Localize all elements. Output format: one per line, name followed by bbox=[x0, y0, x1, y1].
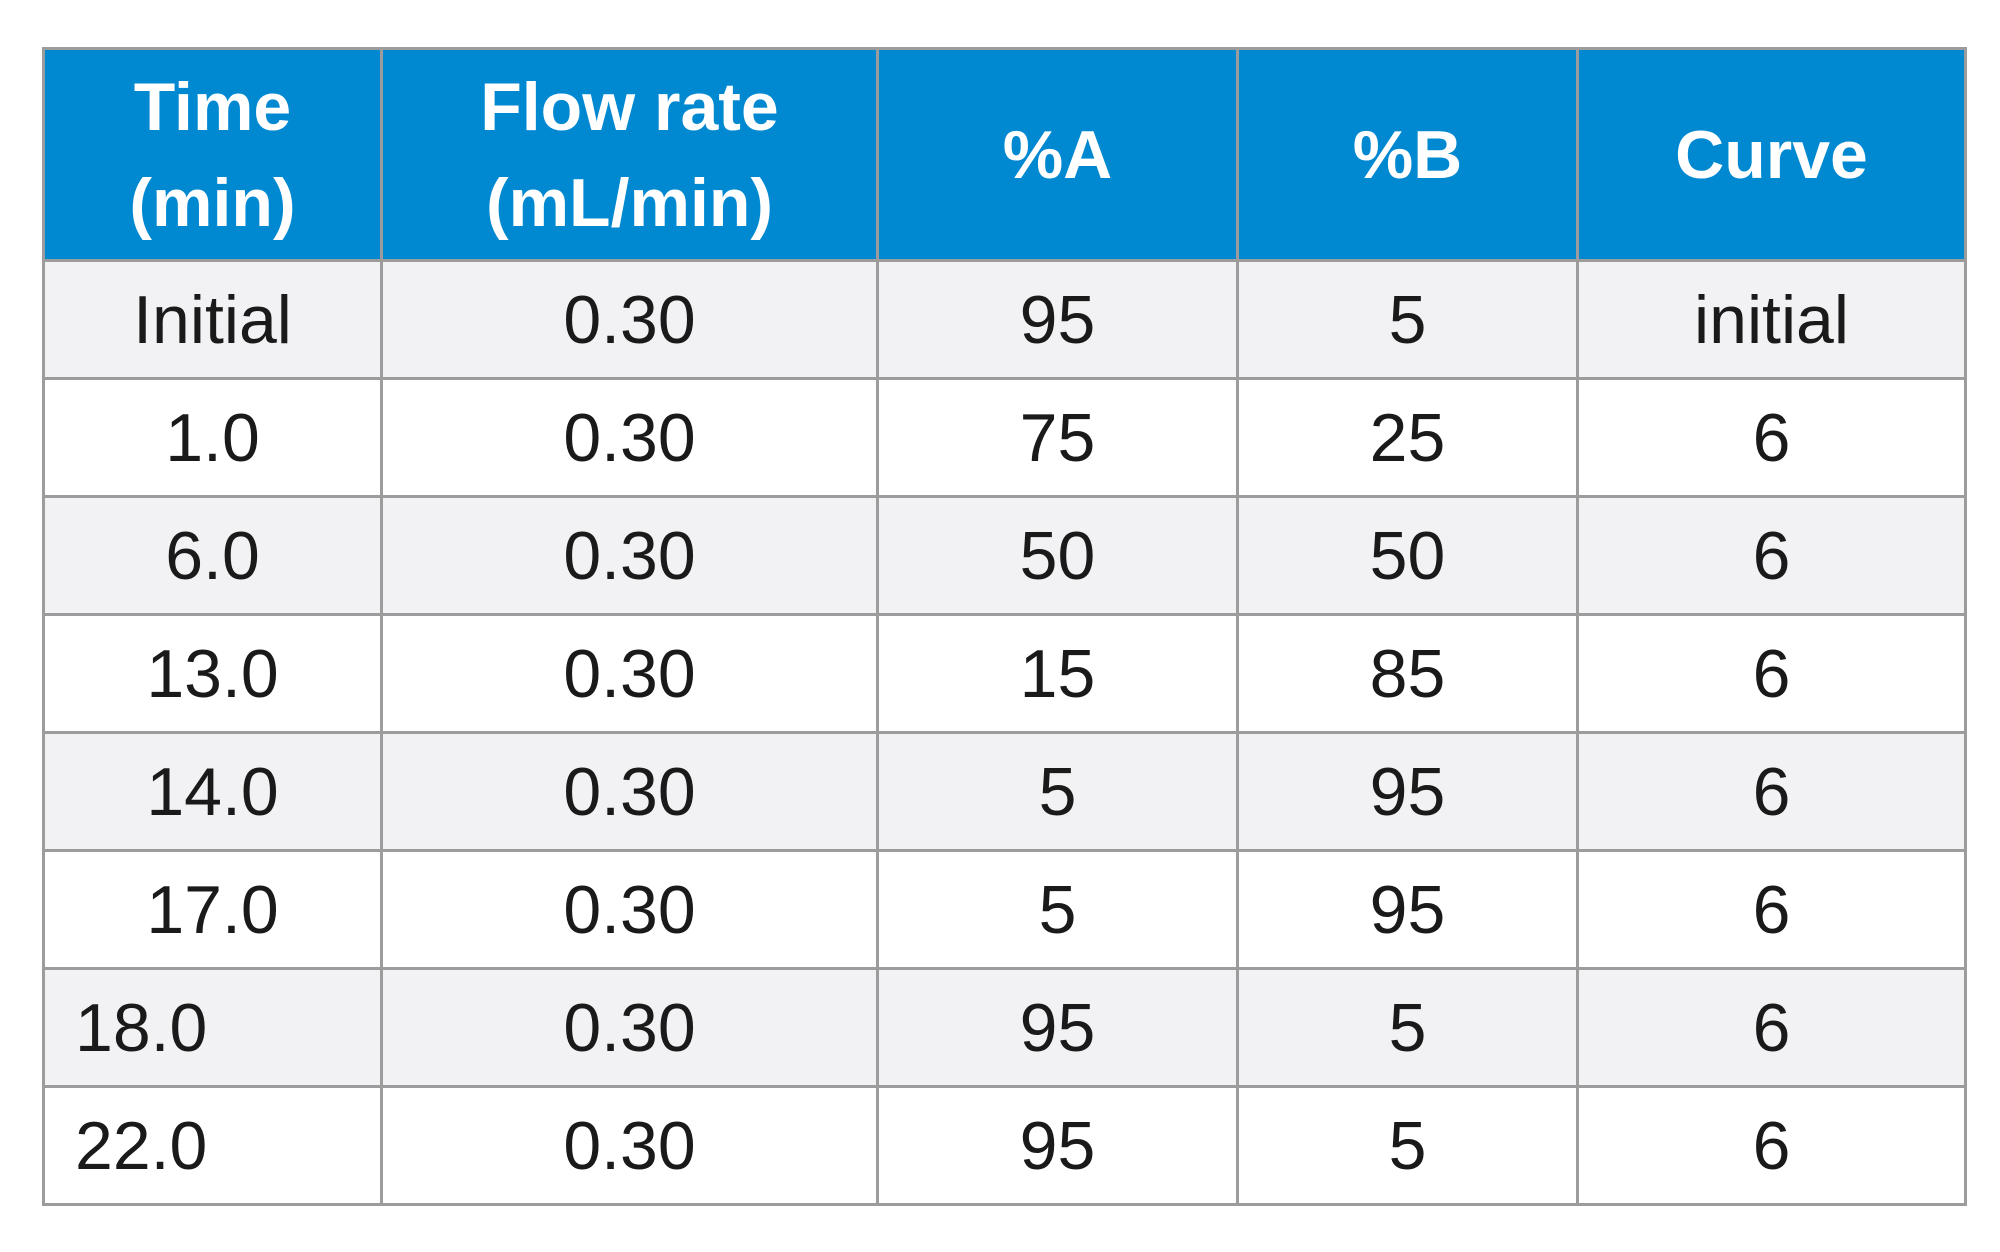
cell-time: 14.0 bbox=[42, 731, 383, 852]
cell-percent-a: 5 bbox=[876, 849, 1239, 970]
cell-percent-b: 5 bbox=[1236, 259, 1579, 380]
header-row: Time (min) Flow rate (mL/min) %A %B Curv… bbox=[42, 47, 1967, 262]
cell-flow-rate: 0.30 bbox=[380, 259, 879, 380]
cell-percent-b: 5 bbox=[1236, 1085, 1579, 1206]
header-curve: Curve bbox=[1576, 47, 1967, 262]
cell-percent-b: 5 bbox=[1236, 967, 1579, 1088]
cell-flow-rate: 0.30 bbox=[380, 849, 879, 970]
cell-percent-a: 5 bbox=[876, 731, 1239, 852]
table-row: 1.0 0.30 75 25 6 bbox=[42, 377, 1967, 498]
cell-curve: 6 bbox=[1576, 377, 1967, 498]
table-row: 13.0 0.30 15 85 6 bbox=[42, 613, 1967, 734]
cell-percent-b: 50 bbox=[1236, 495, 1579, 616]
cell-percent-b: 95 bbox=[1236, 849, 1579, 970]
header-time-label: Time bbox=[133, 68, 292, 145]
cell-flow-rate: 0.30 bbox=[380, 1085, 879, 1206]
cell-curve: 6 bbox=[1576, 967, 1967, 1088]
table-row: 14.0 0.30 5 95 6 bbox=[42, 731, 1967, 852]
table-header: Time (min) Flow rate (mL/min) %A %B Curv… bbox=[42, 47, 1967, 262]
cell-curve: 6 bbox=[1576, 731, 1967, 852]
table-row: 22.0 0.30 95 5 6 bbox=[42, 1085, 1967, 1206]
header-flow-rate-label: Flow rate bbox=[480, 68, 779, 145]
cell-flow-rate: 0.30 bbox=[380, 731, 879, 852]
gradient-table: Time (min) Flow rate (mL/min) %A %B Curv… bbox=[42, 47, 1967, 1206]
cell-flow-rate: 0.30 bbox=[380, 967, 879, 1088]
table-row: 6.0 0.30 50 50 6 bbox=[42, 495, 1967, 616]
table-row: 17.0 0.30 5 95 6 bbox=[42, 849, 1967, 970]
header-percent-a-label: %A bbox=[1002, 116, 1113, 193]
cell-flow-rate: 0.30 bbox=[380, 613, 879, 734]
cell-percent-a: 75 bbox=[876, 377, 1239, 498]
cell-curve: 6 bbox=[1576, 849, 1967, 970]
cell-percent-a: 50 bbox=[876, 495, 1239, 616]
cell-curve: initial bbox=[1576, 259, 1967, 380]
table-row: 18.0 0.30 95 5 6 bbox=[42, 967, 1967, 1088]
cell-percent-b: 95 bbox=[1236, 731, 1579, 852]
cell-percent-a: 95 bbox=[876, 1085, 1239, 1206]
header-flow-rate-unit: (mL/min) bbox=[485, 164, 774, 241]
header-percent-b-label: %B bbox=[1352, 116, 1463, 193]
cell-time: 6.0 bbox=[42, 495, 383, 616]
cell-curve: 6 bbox=[1576, 613, 1967, 734]
header-percent-a: %A bbox=[876, 47, 1239, 262]
header-percent-b: %B bbox=[1236, 47, 1579, 262]
header-flow-rate: Flow rate (mL/min) bbox=[380, 47, 879, 262]
cell-percent-b: 25 bbox=[1236, 377, 1579, 498]
header-curve-label: Curve bbox=[1675, 116, 1868, 193]
header-time: Time (min) bbox=[42, 47, 383, 262]
cell-time: Initial bbox=[42, 259, 383, 380]
cell-time: 18.0 bbox=[42, 967, 383, 1088]
header-time-unit: (min) bbox=[129, 164, 296, 241]
table-body: Initial 0.30 95 5 initial 1.0 0.30 75 25… bbox=[42, 259, 1967, 1206]
cell-percent-a: 95 bbox=[876, 259, 1239, 380]
cell-flow-rate: 0.30 bbox=[380, 377, 879, 498]
table-row: Initial 0.30 95 5 initial bbox=[42, 259, 1967, 380]
cell-curve: 6 bbox=[1576, 1085, 1967, 1206]
cell-time: 17.0 bbox=[42, 849, 383, 970]
cell-time: 13.0 bbox=[42, 613, 383, 734]
cell-percent-a: 15 bbox=[876, 613, 1239, 734]
cell-curve: 6 bbox=[1576, 495, 1967, 616]
cell-percent-a: 95 bbox=[876, 967, 1239, 1088]
cell-flow-rate: 0.30 bbox=[380, 495, 879, 616]
cell-time: 22.0 bbox=[42, 1085, 383, 1206]
cell-time: 1.0 bbox=[42, 377, 383, 498]
cell-percent-b: 85 bbox=[1236, 613, 1579, 734]
